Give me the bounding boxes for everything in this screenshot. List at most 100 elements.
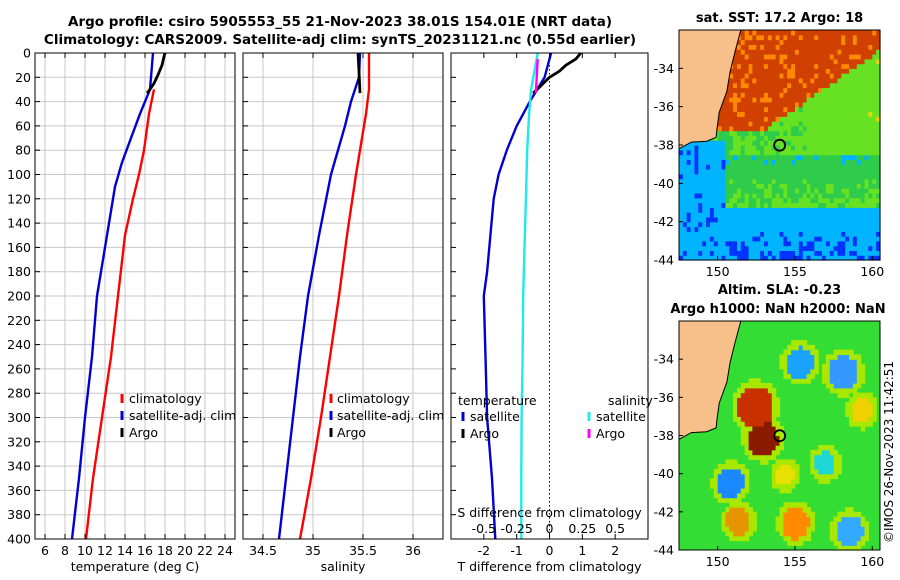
map-cell bbox=[686, 183, 692, 189]
map-cell bbox=[737, 387, 742, 394]
y-tick-label: 200 bbox=[7, 289, 31, 304]
map-cell bbox=[682, 178, 688, 184]
map-cell bbox=[737, 54, 742, 60]
map-cell bbox=[729, 468, 734, 475]
map-cell bbox=[740, 125, 746, 132]
map-cell bbox=[837, 111, 842, 117]
map-cell bbox=[829, 445, 835, 451]
map-cell bbox=[829, 368, 835, 375]
map-cell bbox=[713, 212, 719, 218]
map-cell bbox=[702, 221, 707, 228]
map-cell bbox=[756, 87, 761, 93]
map-cell bbox=[852, 30, 858, 36]
x-tick-label: 35.5 bbox=[349, 543, 377, 558]
x-tick-label: 36 bbox=[405, 543, 421, 558]
map-cell bbox=[833, 116, 839, 122]
map-cell bbox=[856, 202, 862, 208]
map-cell bbox=[744, 34, 750, 41]
map-cell bbox=[791, 178, 796, 184]
map-cell bbox=[795, 197, 800, 204]
map-cell bbox=[852, 77, 858, 84]
map-cell bbox=[795, 516, 800, 522]
map-cell bbox=[783, 354, 788, 360]
map-cell bbox=[775, 459, 781, 465]
map-cell bbox=[795, 207, 800, 213]
map-cell bbox=[825, 445, 831, 451]
map-cell bbox=[787, 516, 792, 522]
map-cell bbox=[740, 468, 746, 475]
map-cell bbox=[709, 192, 715, 199]
map-cell bbox=[876, 240, 881, 247]
map-cell bbox=[825, 77, 831, 84]
map-cell bbox=[872, 197, 877, 204]
map-cell bbox=[802, 207, 808, 213]
map-cell bbox=[787, 349, 792, 355]
map-cell bbox=[760, 169, 765, 175]
map-cell bbox=[841, 159, 846, 165]
map-cell bbox=[740, 240, 746, 247]
map-cell bbox=[779, 121, 784, 127]
map-cell bbox=[779, 250, 784, 256]
map-cell bbox=[798, 173, 804, 180]
map-cell bbox=[876, 207, 881, 213]
map-cell bbox=[775, 231, 781, 237]
map-cell bbox=[686, 245, 692, 251]
map-cell bbox=[825, 354, 831, 360]
map-cell bbox=[833, 349, 839, 355]
map-cell bbox=[764, 411, 769, 417]
map-cell bbox=[698, 207, 703, 213]
map-cell bbox=[744, 478, 750, 484]
map-cell bbox=[760, 255, 765, 261]
map-cell bbox=[771, 178, 777, 184]
map-cell bbox=[791, 97, 796, 103]
map-cell bbox=[756, 140, 761, 146]
map-cell bbox=[864, 530, 869, 537]
map-cell bbox=[713, 145, 719, 151]
map-cell bbox=[852, 58, 858, 65]
map-cell bbox=[798, 255, 804, 261]
map-cell bbox=[737, 226, 742, 232]
map-cell bbox=[856, 207, 862, 213]
map-cell bbox=[779, 145, 784, 151]
map-cell bbox=[740, 507, 746, 513]
map-cell bbox=[852, 135, 858, 141]
map-cell bbox=[694, 236, 699, 242]
map-cell bbox=[806, 164, 812, 170]
map-cell bbox=[860, 373, 866, 379]
map-cell bbox=[760, 197, 765, 204]
map-cell bbox=[806, 255, 812, 261]
map-cell bbox=[802, 145, 808, 151]
map-cell bbox=[791, 30, 796, 36]
map-cell bbox=[791, 54, 796, 60]
map-cell bbox=[733, 77, 738, 84]
map-cell bbox=[764, 121, 769, 127]
map-cell bbox=[864, 173, 869, 180]
map-cell bbox=[860, 535, 866, 542]
map-cell bbox=[852, 368, 858, 375]
y-tick-label: 340 bbox=[7, 459, 31, 474]
map-cell bbox=[829, 92, 835, 98]
map-cell bbox=[775, 178, 781, 184]
map-cell bbox=[779, 183, 784, 189]
map-cell bbox=[737, 140, 742, 146]
map-cell bbox=[783, 73, 788, 79]
map-cell bbox=[760, 402, 765, 408]
map-cell bbox=[686, 197, 692, 204]
map-cell bbox=[702, 149, 707, 156]
map-cell bbox=[806, 130, 812, 136]
map-cell bbox=[779, 73, 784, 79]
map-cell bbox=[744, 507, 750, 513]
map-cell bbox=[814, 349, 819, 355]
map-cell bbox=[864, 212, 869, 218]
map-cell bbox=[725, 106, 730, 113]
map-cell bbox=[779, 445, 784, 451]
map-cell bbox=[760, 392, 765, 398]
map-cell bbox=[864, 169, 869, 175]
map-cell bbox=[829, 178, 835, 184]
map-cell bbox=[872, 63, 877, 69]
map-cell bbox=[740, 478, 746, 484]
map-cell bbox=[760, 459, 765, 465]
map-cell bbox=[864, 130, 869, 136]
map-cell bbox=[698, 154, 703, 160]
map-cell bbox=[814, 207, 819, 213]
